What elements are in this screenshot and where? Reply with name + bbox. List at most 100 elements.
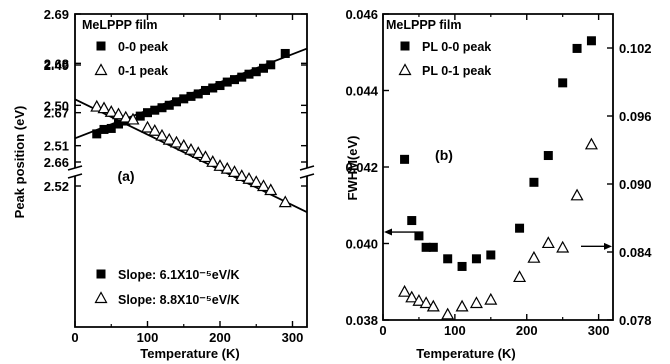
panel-a-point-0-1 xyxy=(140,120,155,133)
panel-a-ytick-label: 2.52 xyxy=(44,179,69,194)
panel-a-xtick-label: 0 xyxy=(71,330,78,345)
panel-b-ytick-label-left: 0.038 xyxy=(345,313,378,328)
panel-a-point-0-0 xyxy=(208,83,218,93)
panel-a-legend-marker-0-0 xyxy=(96,41,106,51)
panel-a-point-0-1 xyxy=(213,159,227,171)
panel-a-point-0-1 xyxy=(155,128,169,141)
panel-b-ytick-label-left: 0.044 xyxy=(345,84,378,99)
panel-b-ytick-label-right: 0.078 xyxy=(619,313,652,328)
panel-a-break-mask-right xyxy=(301,168,313,176)
panel-a-slope-0-1: Slope: 8.8X10⁻⁵eV/K xyxy=(118,293,240,307)
panel-b-point-pl-0-1 xyxy=(419,296,433,309)
panel-b-frame xyxy=(382,13,614,321)
panel-b-point-pl-0-1 xyxy=(398,284,412,297)
panel-b-point-pl-0-0 xyxy=(471,254,481,264)
panel-a-point-0-0 xyxy=(266,60,276,70)
panel-b-point-pl-0-1 xyxy=(455,299,469,312)
panel-a-point-0-0 xyxy=(157,103,167,113)
panel-b-point-pl-0-0 xyxy=(443,254,453,264)
panel-a-point-0-0 xyxy=(92,129,102,139)
panel-a-ytick-label: 2.49 xyxy=(44,58,69,73)
panel-b-point-pl-0-1 xyxy=(441,307,455,320)
panel-a-point-0-0 xyxy=(135,111,145,121)
panel-a-ytick-label: 2.50 xyxy=(44,98,69,113)
panel-a-point-0-1 xyxy=(184,142,198,155)
panel-a-point-0-0 xyxy=(201,85,210,95)
panel-a-point-0-0 xyxy=(179,94,189,104)
panel-b-point-pl-0-0 xyxy=(586,36,596,46)
panel-b-point-pl-0-0 xyxy=(543,151,553,161)
panel-a-peak-position: (a) MeLPPP film 0-0 peak 0-1 peak Slope:… xyxy=(12,7,315,361)
panel-b-left-axis-arrow-head xyxy=(384,228,392,236)
panel-b-ylabel: FWHM(eV) xyxy=(345,136,360,201)
panel-b-ytick-label-right: 0.090 xyxy=(619,177,652,192)
panel-a-break-mark-right-lower xyxy=(299,173,315,179)
panel-a-point-0-1 xyxy=(97,101,111,114)
panel-a-point-0-0 xyxy=(193,89,203,99)
panel-b-point-pl-0-1 xyxy=(541,236,555,249)
panel-a-point-0-1 xyxy=(235,169,249,182)
panel-a-xtick-label: 300 xyxy=(282,330,304,345)
panel-a-point-0-1 xyxy=(264,183,278,196)
panel-a-point-0-1 xyxy=(177,138,191,151)
panel-a-point-0-1 xyxy=(220,161,234,174)
panel-a-slope-marker-0-1 xyxy=(94,291,108,304)
panel-a-ytick-label: 2.66 xyxy=(44,155,69,170)
panel-a-point-0-1 xyxy=(227,165,242,177)
panel-b-xtick-label: 100 xyxy=(444,323,466,338)
panel-a-point-0-1 xyxy=(278,195,292,208)
panel-a-break-mask-left xyxy=(69,168,81,176)
panel-b-xtick-label: 300 xyxy=(588,323,610,338)
panel-b-point-pl-0-0 xyxy=(529,177,539,187)
panel-a-point-0-0 xyxy=(280,48,290,58)
panel-b-point-pl-0-0 xyxy=(421,242,431,252)
panel-a-break-mark-left-lower xyxy=(67,173,83,179)
panel-b-ytick-label-left: 0.042 xyxy=(345,160,378,175)
panel-b-point-pl-0-0 xyxy=(515,223,525,233)
panel-b-ytick-label-right: 0.102 xyxy=(619,41,652,56)
panel-b-point-pl-0-1 xyxy=(405,290,419,303)
panel-a-ytick-label: 2.68 xyxy=(44,56,69,71)
panel-b-xtick-label: 200 xyxy=(516,323,538,338)
panel-b-point-pl-0-0 xyxy=(428,242,438,252)
panel-b-point-pl-0-0 xyxy=(400,154,410,164)
panel-b-point-pl-0-1 xyxy=(412,293,426,306)
panel-b-right-axis-arrow-head xyxy=(604,242,612,250)
panel-a-slope-0-0: Slope: 6.1X10⁻⁵eV/K xyxy=(118,268,240,282)
panel-a-xtick-label: 100 xyxy=(137,330,159,345)
panel-b-point-pl-0-1 xyxy=(584,137,598,150)
panel-a-frame xyxy=(74,13,308,328)
panel-a-point-0-1 xyxy=(119,110,133,123)
panel-b-point-pl-0-0 xyxy=(414,231,424,241)
panel-b-ytick-label-left: 0.046 xyxy=(345,7,378,22)
panel-b-legend-0-1: PL 0-1 peak xyxy=(422,64,491,78)
panel-b-ytick-label-right: 0.096 xyxy=(619,109,652,124)
panel-b-point-pl-0-1 xyxy=(484,292,498,305)
panel-b-point-pl-0-0 xyxy=(558,78,568,88)
panel-a-point-0-0 xyxy=(143,108,152,118)
panel-b-point-pl-0-1 xyxy=(570,188,584,201)
panel-b-point-pl-0-0 xyxy=(407,216,417,226)
panel-a-point-0-0 xyxy=(106,123,116,133)
panel-a-point-0-1 xyxy=(104,105,118,117)
panel-a-point-0-1 xyxy=(242,171,256,184)
panel-b-sample-label: MeLPPP film xyxy=(386,18,461,32)
panel-b-point-pl-0-0 xyxy=(572,43,582,53)
panel-a-point-0-0 xyxy=(251,67,261,77)
panel-b-point-pl-0-0 xyxy=(486,250,496,260)
panel-b-point-pl-0-1 xyxy=(513,270,527,283)
panel-b-xlabel: Temperature (K) xyxy=(416,346,515,361)
panel-a-point-0-1 xyxy=(111,107,126,120)
panel-a-point-0-0 xyxy=(186,91,196,101)
panel-b-point-pl-0-1 xyxy=(426,299,440,312)
panel-a-point-0-1 xyxy=(206,155,220,167)
panel-a-point-0-0 xyxy=(237,72,247,82)
panel-a-point-0-1 xyxy=(191,146,205,159)
panel-a-break-mark-right-upper xyxy=(299,165,315,171)
panel-a-legend-0-0: 0-0 peak xyxy=(118,40,168,54)
panel-a-break-mark-left-upper xyxy=(67,165,83,171)
panel-b-legend-marker-0-1 xyxy=(398,63,412,76)
panel-a-point-0-0 xyxy=(215,81,225,91)
panel-b-ytick-label-right: 0.084 xyxy=(619,245,652,260)
panel-a-point-0-0 xyxy=(222,77,232,87)
